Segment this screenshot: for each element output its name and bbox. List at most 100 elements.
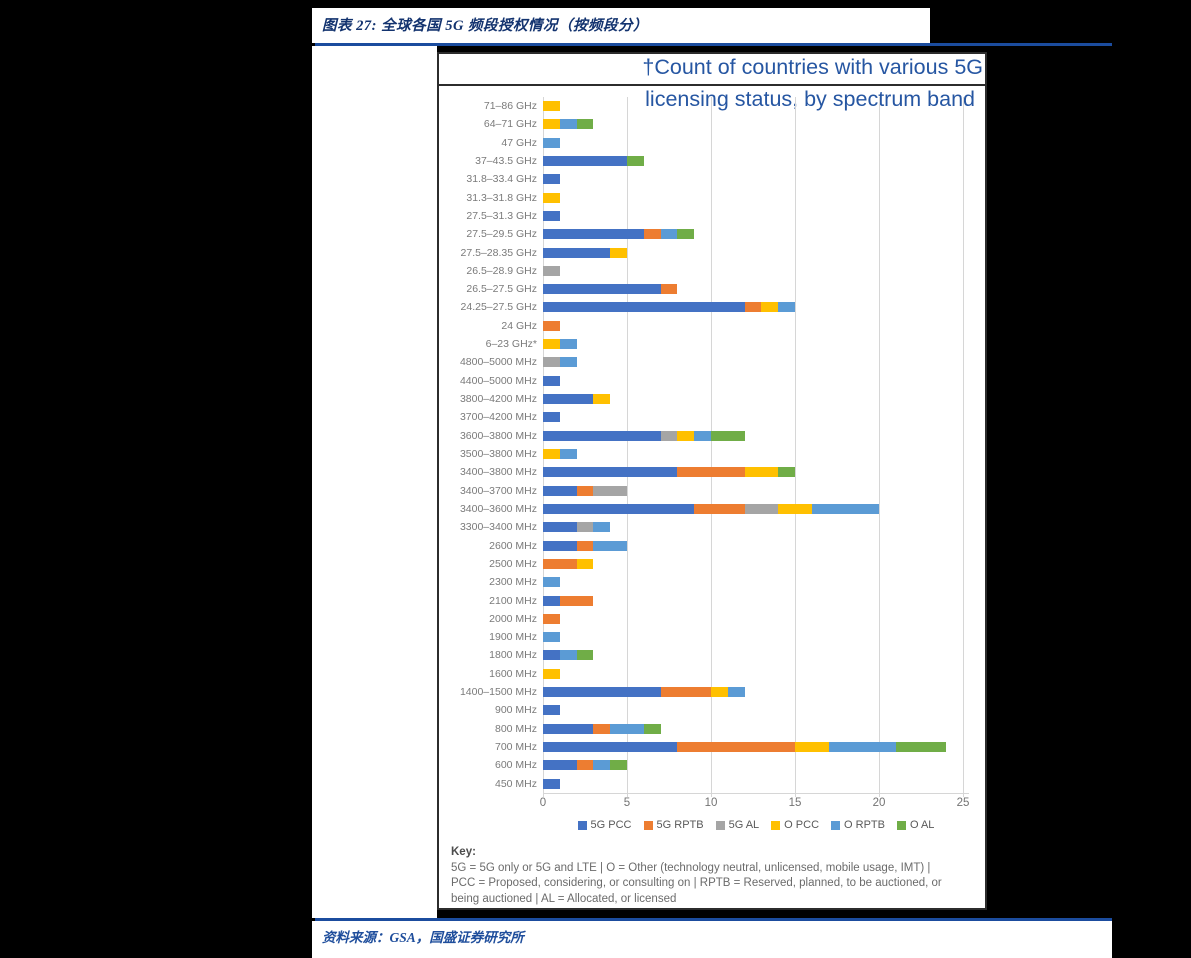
bar-segment	[593, 394, 611, 405]
bar-segment	[543, 155, 627, 166]
legend-item: 5G RPTB	[643, 819, 704, 831]
y-axis-label: 450 MHz	[494, 777, 537, 790]
y-axis-labels: 71–86 GHz 64–71 GHz 47 GHz 37–43.5 GHz 31.8–…	[439, 97, 539, 793]
bar-segment	[543, 137, 560, 148]
bar-row	[543, 610, 969, 628]
y-axis-label: 31.8–33.4 GHz	[466, 173, 537, 186]
bar-row	[543, 353, 969, 371]
bar-segment	[643, 723, 661, 734]
bar-segment	[559, 650, 577, 661]
bar-row	[543, 170, 969, 188]
bar-row	[543, 427, 969, 445]
bar-row	[543, 482, 969, 500]
y-axis-label: 2300 MHz	[489, 576, 537, 589]
bar-segment	[711, 687, 728, 698]
bottom-divider	[315, 918, 1112, 921]
y-axis-label: 600 MHz	[494, 759, 537, 772]
bar-segment	[593, 540, 627, 551]
bar-segment	[593, 760, 611, 771]
y-axis-label: 1600 MHz	[489, 667, 537, 680]
gridline	[627, 97, 628, 797]
legend-swatch	[771, 820, 781, 830]
bar-segment	[543, 613, 560, 624]
bar-row	[543, 335, 969, 353]
y-axis-label: 24.25–27.5 GHz	[460, 301, 537, 314]
gridline	[879, 97, 880, 797]
legend-swatch	[643, 820, 653, 830]
bar-segment	[543, 229, 644, 240]
bar-segment	[643, 229, 661, 240]
legend-item: O AL	[896, 819, 935, 831]
y-axis-label: 4800–5000 MHz	[459, 356, 537, 369]
bar-segment	[543, 101, 560, 111]
source-line: 资料来源：GSA，国盛证券研究所	[322, 926, 524, 946]
bar-segment	[559, 595, 594, 606]
bar-segment	[559, 449, 577, 459]
y-axis-label: 47 GHz	[501, 136, 537, 149]
y-axis-label: 900 MHz	[494, 704, 537, 717]
y-axis-label: 24 GHz	[501, 319, 537, 332]
bar-row	[543, 317, 969, 335]
bar-row	[543, 592, 969, 610]
bar-segment	[660, 229, 678, 240]
legend-label: O RPTB	[844, 819, 885, 831]
x-axis: 0 5 10 15 20 25	[539, 797, 970, 811]
key-text: 5G = 5G only or 5G and LTE | O = Other (…	[451, 861, 942, 905]
x-tick-label: 5	[623, 797, 631, 809]
bar-segment	[828, 742, 896, 753]
y-axis-label: 3400–3600 MHz	[459, 502, 537, 515]
x-tick-label: 0	[539, 797, 547, 809]
bar-segment	[660, 430, 678, 441]
bar-segment	[543, 778, 560, 789]
y-axis-label: 3500–3800 MHz	[459, 448, 537, 460]
bar-segment	[744, 467, 779, 478]
bar-segment	[559, 339, 577, 350]
bar-segment	[593, 723, 611, 734]
source-text: GSA，国盛证券研究所	[389, 930, 524, 945]
bar-row	[543, 280, 969, 298]
bar-row	[543, 573, 969, 591]
bar-segment	[559, 119, 577, 130]
bar-row	[543, 720, 969, 738]
bar-segment	[778, 503, 812, 514]
bar-segment	[677, 229, 695, 240]
bar-row	[543, 555, 969, 573]
bar-row	[543, 463, 969, 481]
bar-row	[543, 134, 969, 152]
bar-row	[543, 262, 969, 280]
bar-segment	[660, 284, 678, 295]
bar-segment	[576, 119, 594, 130]
legend-label: O AL	[909, 819, 935, 831]
bar-row	[543, 152, 969, 170]
legend-label: 5G RPTB	[656, 819, 704, 831]
bar-segment	[543, 723, 594, 734]
bar-segment	[543, 119, 560, 130]
bar-segment	[677, 742, 795, 753]
bar-segment	[543, 467, 678, 478]
gridline	[711, 97, 712, 797]
bar-segment	[660, 687, 711, 698]
bar-segment	[543, 632, 560, 643]
chart-frame-top-border	[437, 84, 987, 86]
legend-item: 5G PCC	[577, 819, 632, 831]
key-title: Key:	[451, 846, 476, 858]
bar-segment	[543, 357, 560, 368]
figure-title-band: 图表 27: 全球各国 5G 频段授权情况（按频段分）	[312, 8, 930, 43]
bar-segment	[543, 247, 611, 258]
y-axis-label: 2000 MHz	[489, 612, 537, 625]
key-block: Key: 5G = 5G only or 5G and LTE | O = Ot…	[451, 845, 943, 907]
bar-row	[543, 518, 969, 536]
y-axis-label: 3400–3800 MHz	[459, 466, 537, 479]
bar-row	[543, 500, 969, 518]
bar-segment	[576, 760, 594, 771]
bar-row	[543, 445, 969, 463]
legend-label: 5G AL	[728, 819, 760, 831]
legend-item: O RPTB	[831, 819, 885, 831]
bar-segment	[677, 467, 745, 478]
bar-row	[543, 408, 969, 426]
bar-segment	[593, 485, 627, 496]
bar-segment	[543, 394, 594, 405]
bar-row	[543, 97, 969, 115]
bar-segment	[543, 449, 560, 459]
